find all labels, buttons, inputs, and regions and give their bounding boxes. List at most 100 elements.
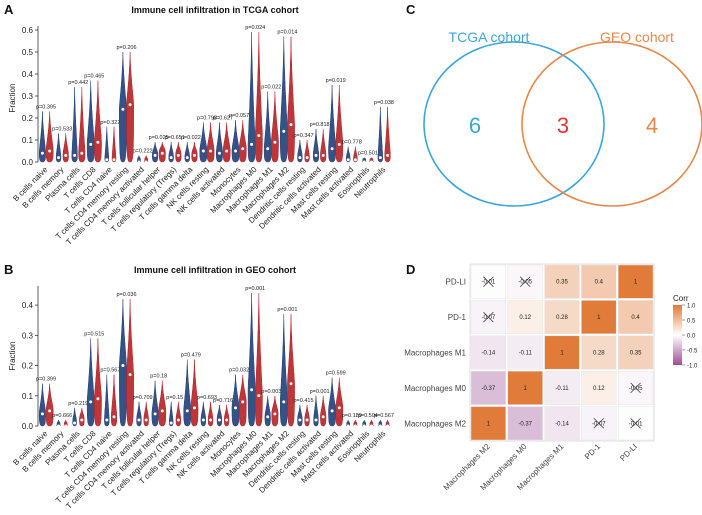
median-point	[282, 400, 286, 404]
heatmap-cell	[581, 370, 617, 405]
venn-circle-geo	[521, 41, 702, 207]
cell-value: -0.05	[629, 386, 643, 392]
cell-value: -0.11	[519, 351, 533, 357]
venn-count-intersection: 3	[557, 113, 569, 138]
violin-low	[119, 299, 127, 427]
heatmap-cell	[507, 406, 543, 441]
median-point	[225, 149, 229, 153]
median-point	[80, 151, 84, 155]
p-value-label: p=0.022	[181, 135, 201, 141]
violin-high	[206, 122, 215, 163]
venn-count-tcga-only: 6	[469, 113, 481, 138]
panel-label-b: B	[4, 262, 13, 277]
median-point	[105, 418, 109, 422]
p-value-label: p=0.778	[342, 140, 362, 146]
violin-high	[110, 374, 118, 427]
violin-high	[207, 401, 214, 427]
legend-tick-label: 0.0	[687, 334, 696, 340]
violin-low	[247, 32, 256, 163]
p-value-label: p=0.014	[277, 30, 297, 36]
median-point	[289, 123, 293, 127]
insignificant-cross	[483, 311, 494, 323]
heatmap-cell	[507, 300, 543, 335]
p-value-label: p=0.501	[358, 151, 378, 157]
insignificant-cross	[483, 276, 494, 287]
violin-low	[231, 374, 240, 427]
p-value-label: p=0.057	[229, 113, 249, 119]
heatmap-cell	[507, 335, 543, 370]
median-point	[185, 156, 189, 160]
violin-high	[238, 120, 247, 163]
p-value-label: p=0.032	[229, 368, 249, 374]
violin-low	[119, 51, 127, 163]
median-point	[282, 129, 286, 133]
y-tick-label: 0.2	[22, 114, 34, 123]
y-tick-label: 0.1	[22, 392, 34, 401]
median-point	[241, 400, 245, 404]
cell-value: -0.14	[555, 421, 569, 427]
y-tick-label: 0.4	[22, 70, 34, 79]
median-point	[40, 412, 44, 416]
violin-high	[126, 299, 134, 427]
cell-value: -0.01	[629, 421, 643, 427]
violin-high	[62, 133, 69, 163]
y-tick-label: 0.1	[22, 136, 34, 145]
geo-violin-chart: Immune cell infiltration in GEO cohort F…	[8, 265, 394, 511]
p-value-label: p=0.038	[374, 100, 394, 106]
violin-low	[38, 111, 46, 163]
heatmap-cell	[544, 300, 580, 335]
median-point	[153, 153, 157, 157]
p-value-label: p=0.15	[166, 395, 183, 401]
heatmap-cell	[470, 370, 507, 405]
violin-high	[158, 380, 167, 427]
p-value-label: p=0.818	[310, 122, 330, 128]
cell-value: 0.4	[595, 280, 604, 286]
cell-value: 1	[487, 421, 491, 427]
panel-label-c: C	[406, 2, 416, 17]
violin-high	[79, 407, 85, 427]
heatmap-cell	[617, 300, 654, 335]
median-point	[250, 142, 254, 146]
p-value-label: p=0.567	[100, 368, 120, 374]
median-point	[386, 153, 390, 157]
median-point	[217, 418, 221, 422]
cell-value: 1	[524, 386, 528, 392]
y-tick-label: 0.3	[22, 92, 34, 101]
p-value-label: p=0.322	[100, 120, 120, 126]
y-tick-label: 0.0	[22, 422, 34, 431]
median-point	[153, 412, 157, 416]
violin-high	[94, 80, 102, 163]
median-point	[305, 418, 309, 422]
cell-value: 0.28	[593, 351, 605, 357]
heatmap-cell	[544, 335, 580, 370]
p-value-label: p=0.415	[293, 398, 313, 404]
median-point	[64, 153, 68, 157]
violin-low	[151, 380, 159, 427]
median-point	[346, 424, 350, 428]
p-value-label: p=0.479	[181, 353, 201, 359]
cell-value: -0.01	[482, 280, 496, 286]
y-axis-label-a: Fraction	[8, 84, 17, 113]
cell-value: -0.37	[518, 421, 532, 427]
violin-low	[183, 359, 192, 427]
violin-high	[45, 383, 54, 427]
column-label: PD-1	[583, 442, 603, 462]
y-tick-label: 0.3	[22, 331, 34, 340]
p-value-label: p=0.465	[84, 74, 104, 80]
median-point	[57, 156, 61, 160]
y-tick-label: 0.6	[22, 26, 34, 35]
median-point	[121, 107, 125, 111]
row-label: Macrophages M2	[404, 419, 466, 428]
violin-low	[86, 80, 95, 163]
violin-low	[247, 293, 256, 427]
violin-low	[168, 401, 174, 427]
median-point	[234, 149, 238, 153]
violin-high	[320, 395, 327, 427]
median-point	[105, 158, 109, 162]
median-point	[209, 149, 213, 153]
median-point	[73, 153, 77, 157]
p-value-label: p=0.515	[84, 331, 104, 337]
p-value-label: p=0.567	[374, 413, 394, 419]
median-point	[128, 103, 132, 107]
